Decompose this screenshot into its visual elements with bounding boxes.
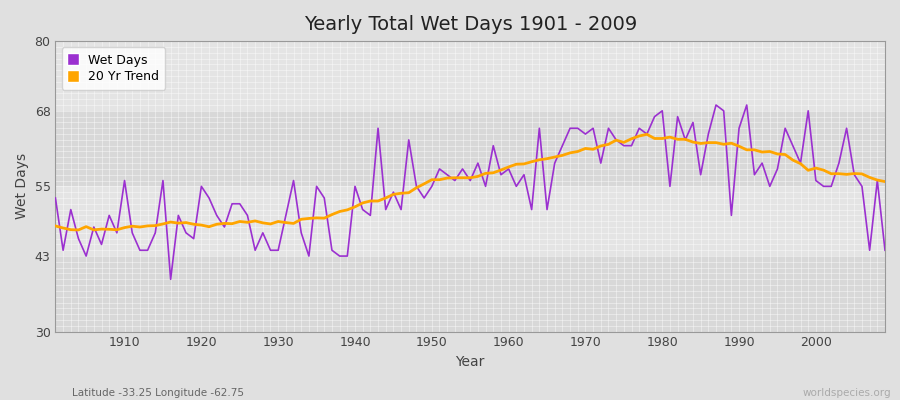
X-axis label: Year: Year [455, 355, 485, 369]
20 Yr Trend [503, 164, 514, 169]
20 Yr Trend [642, 132, 652, 137]
20 Yr Trend [50, 224, 61, 228]
Wet Days [879, 248, 890, 253]
Wet Days [511, 184, 522, 189]
Wet Days [711, 103, 722, 108]
Wet Days [503, 166, 514, 171]
Text: worldspecies.org: worldspecies.org [803, 388, 891, 398]
20 Yr Trend [879, 179, 890, 184]
20 Yr Trend [334, 209, 345, 214]
Wet Days [334, 254, 345, 258]
Y-axis label: Wet Days: Wet Days [15, 153, 29, 220]
Title: Yearly Total Wet Days 1901 - 2009: Yearly Total Wet Days 1901 - 2009 [303, 15, 637, 34]
Text: Latitude -33.25 Longitude -62.75: Latitude -33.25 Longitude -62.75 [72, 388, 244, 398]
Bar [56, 41, 885, 111]
Wet Days [112, 230, 122, 235]
20 Yr Trend [119, 225, 130, 230]
Wet Days [50, 196, 61, 200]
Bar [56, 111, 885, 186]
Legend: Wet Days, 20 Yr Trend: Wet Days, 20 Yr Trend [62, 47, 166, 90]
Wet Days [166, 277, 176, 282]
20 Yr Trend [511, 162, 522, 167]
20 Yr Trend [73, 228, 84, 232]
Line: 20 Yr Trend: 20 Yr Trend [56, 134, 885, 230]
Wet Days [603, 126, 614, 131]
20 Yr Trend [603, 142, 614, 147]
Bar [56, 256, 885, 332]
Wet Days [288, 178, 299, 183]
Bar [56, 186, 885, 256]
Line: Wet Days: Wet Days [56, 105, 885, 279]
20 Yr Trend [288, 221, 299, 226]
